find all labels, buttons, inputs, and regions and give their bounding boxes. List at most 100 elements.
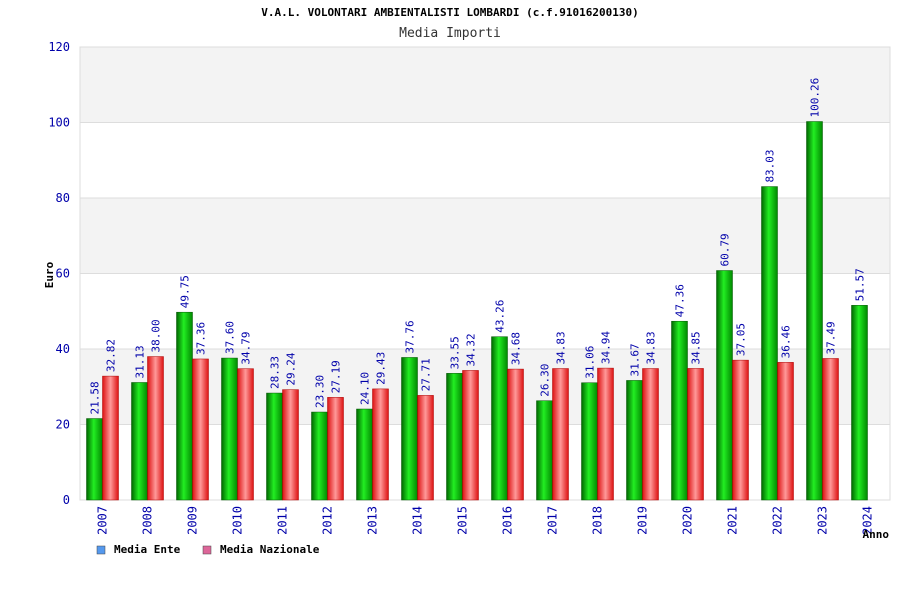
bar-media-nazionale xyxy=(147,356,164,501)
bar-media-ente xyxy=(311,411,328,501)
value-label: 29.43 xyxy=(375,352,388,385)
x-tick-label: 2020 xyxy=(681,506,695,535)
plot-area-border xyxy=(79,46,891,501)
bar-media-nazionale xyxy=(327,397,344,501)
bar-media-nazionale xyxy=(282,389,299,501)
value-label: 27.71 xyxy=(420,358,433,391)
x-tick-label: 2007 xyxy=(96,506,110,535)
background-band xyxy=(80,198,890,274)
y-tick-label: 120 xyxy=(48,40,70,54)
background-band xyxy=(80,424,890,500)
y-tick-label: 40 xyxy=(56,342,70,356)
x-tick-label: 2011 xyxy=(276,506,290,535)
value-label: 83.03 xyxy=(764,149,777,182)
y-tick-label: 80 xyxy=(56,191,70,205)
bar-media-ente xyxy=(86,418,103,501)
plot-background-bands xyxy=(80,47,890,500)
x-tick-label: 2018 xyxy=(591,506,605,535)
value-label: 23.30 xyxy=(314,375,327,408)
value-label: 34.32 xyxy=(465,333,478,366)
bar-media-ente xyxy=(716,270,733,501)
value-label: 31.13 xyxy=(134,345,147,378)
bar-media-ente xyxy=(401,357,418,501)
value-label: 24.10 xyxy=(359,372,372,405)
value-label: 34.83 xyxy=(555,331,568,364)
x-tick-label: 2012 xyxy=(321,506,335,535)
value-label: 26.30 xyxy=(539,364,552,397)
bar-media-nazionale xyxy=(822,358,839,501)
bar-media-ente xyxy=(626,380,643,501)
value-label: 27.19 xyxy=(330,360,343,393)
value-label: 37.36 xyxy=(195,322,208,355)
bar-media-nazionale xyxy=(642,368,659,501)
y-tick-label: 100 xyxy=(48,116,70,130)
y-axis-label: Euro xyxy=(43,261,56,288)
value-label: 28.33 xyxy=(269,356,282,389)
value-label: 38.00 xyxy=(150,319,163,352)
x-axis-ticks: 2007 2008 2009 2010 2011 2012 2013 2014 2015 2016… xyxy=(96,506,875,535)
value-label: 34.85 xyxy=(690,331,703,364)
value-label: 51.57 xyxy=(854,268,867,301)
background-band xyxy=(80,122,890,198)
bar-media-ente xyxy=(536,400,553,501)
bar-media-nazionale xyxy=(462,370,479,501)
value-label: 37.05 xyxy=(735,323,748,356)
value-label: 43.26 xyxy=(494,300,507,333)
bar-media-nazionale xyxy=(597,367,614,501)
bar-media-nazionale xyxy=(372,388,389,501)
value-label: 34.79 xyxy=(240,332,253,365)
y-tick-label: 0 xyxy=(63,493,70,507)
value-label: 21.58 xyxy=(89,381,102,414)
x-tick-label: 2023 xyxy=(816,506,830,535)
value-label: 37.60 xyxy=(224,321,237,354)
x-tick-label: 2014 xyxy=(411,506,425,535)
bar-media-nazionale xyxy=(687,368,704,501)
value-label: 34.94 xyxy=(600,331,613,364)
legend-label-media-nazionale: Media Nazionale xyxy=(220,543,320,556)
bar-media-ente xyxy=(491,336,508,501)
x-tick-label: 2021 xyxy=(726,506,740,535)
legend-swatch-media-ente xyxy=(96,545,106,555)
bar-media-nazionale xyxy=(237,368,254,501)
x-tick-label: 2017 xyxy=(546,506,560,535)
bar-media-nazionale xyxy=(417,395,434,501)
value-label: 31.06 xyxy=(584,346,597,379)
value-label: 36.46 xyxy=(780,325,793,358)
bar-media-ente xyxy=(761,186,778,501)
bar-media-ente xyxy=(581,382,598,501)
x-tick-label: 2010 xyxy=(231,506,245,535)
chart-title: V.A.L. VOLONTARI AMBIENTALISTI LOMBARDI … xyxy=(261,6,639,19)
bar-media-nazionale xyxy=(192,358,209,501)
value-label: 34.68 xyxy=(510,332,523,365)
x-tick-label: 2019 xyxy=(636,506,650,535)
background-band xyxy=(80,47,890,123)
y-axis-ticks: 0 20 40 60 80 100 120 xyxy=(48,40,70,507)
legend: Media Ente Media Nazionale xyxy=(96,543,320,556)
y-tick-label: 60 xyxy=(56,267,70,281)
x-tick-label: 2015 xyxy=(456,506,470,535)
x-tick-label: 2022 xyxy=(771,506,785,535)
bar-media-ente xyxy=(671,320,688,501)
value-label: 100.26 xyxy=(809,78,822,118)
value-label: 49.75 xyxy=(179,275,192,308)
x-tick-label: 2016 xyxy=(501,506,515,535)
value-label: 31.67 xyxy=(629,343,642,376)
bar-media-ente xyxy=(131,382,148,501)
value-label: 37.49 xyxy=(825,321,838,354)
bar-media-ente xyxy=(851,305,868,501)
value-label: 37.76 xyxy=(404,320,417,353)
bar-media-ente xyxy=(806,121,823,501)
bar-media-ente xyxy=(176,311,193,501)
x-tick-label: 2009 xyxy=(186,506,200,535)
x-tick-label: 2008 xyxy=(141,506,155,535)
bar-media-ente xyxy=(356,408,373,501)
value-label: 29.24 xyxy=(285,352,298,385)
chart-subtitle: Media Importi xyxy=(399,26,501,41)
y-tick-label: 20 xyxy=(56,418,70,432)
value-label: 47.36 xyxy=(674,284,687,317)
bar-media-nazionale xyxy=(732,359,749,501)
value-label: 34.83 xyxy=(645,331,658,364)
x-tick-label: 2024 xyxy=(861,506,875,535)
